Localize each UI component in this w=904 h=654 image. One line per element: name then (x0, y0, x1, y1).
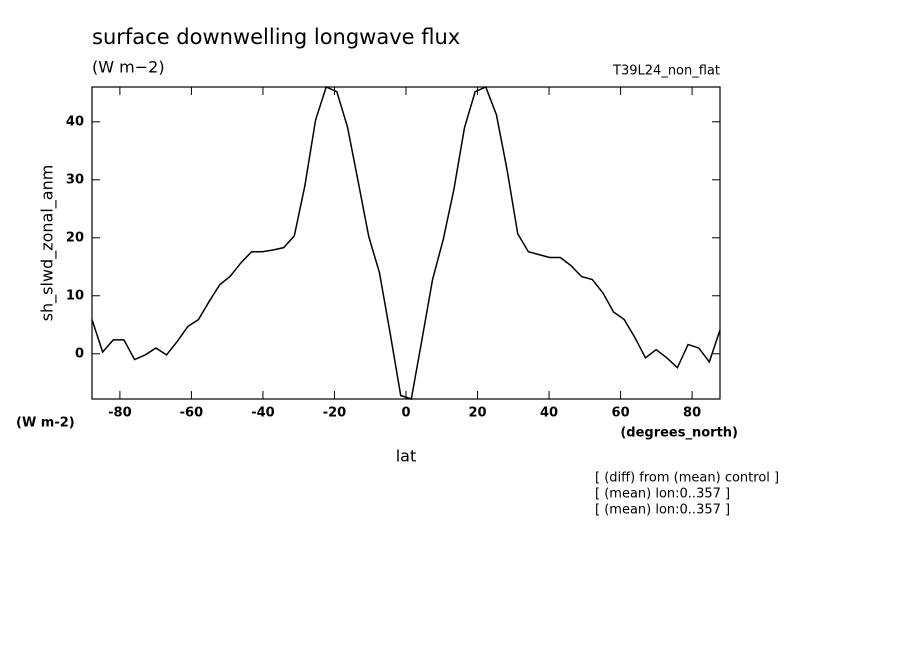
y-tick-label: 10 (66, 288, 84, 303)
x-tick-label: 80 (683, 406, 701, 421)
x-tick-label: 0 (401, 406, 410, 421)
y-tick-label: 40 (66, 114, 84, 129)
plot-frame (91, 86, 721, 400)
x-tick-label: -20 (323, 406, 347, 421)
x-tick-label: -80 (108, 406, 132, 421)
x-tick-label: 40 (540, 406, 558, 421)
data-line (91, 85, 721, 400)
y-tick-label: 0 (75, 346, 84, 361)
run-label: T39L24_non_flat (612, 64, 720, 79)
units-label: (W m−2) (92, 58, 165, 77)
y-axis-label: sh_slwd_zonal_anm (38, 165, 58, 322)
y-tick-label: 30 (66, 172, 84, 187)
x-tick-label: -40 (251, 406, 275, 421)
y-tick-label: 20 (66, 230, 84, 245)
chart-title: surface downwelling longwave flux (92, 25, 460, 49)
note: [ (mean) lon:0..357 ] (595, 487, 730, 502)
note: [ (diff) from (mean) control ] (595, 471, 779, 486)
x-tick-label: 20 (468, 406, 486, 421)
x-axis-label: lat (396, 447, 417, 466)
y-units-label: (W m-2) (16, 416, 75, 431)
note: [ (mean) lon:0..357 ] (595, 503, 730, 518)
x-tick-label: 60 (612, 406, 630, 421)
x-units-label: (degrees_north) (620, 426, 738, 441)
x-tick-label: -60 (180, 406, 204, 421)
